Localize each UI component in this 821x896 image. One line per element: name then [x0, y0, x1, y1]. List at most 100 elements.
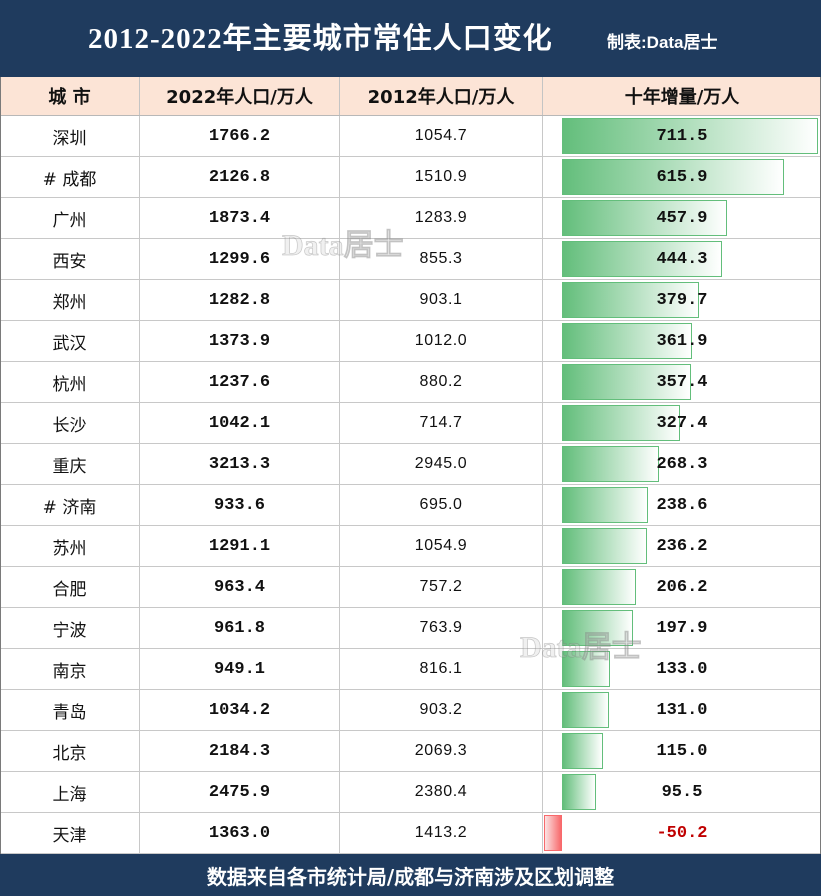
increase-value: 379.7 — [656, 290, 708, 310]
pop-2022-cell: 1363.0 — [140, 813, 340, 853]
increase-cell: 206.2 — [543, 567, 821, 607]
city-cell: 深圳 — [0, 116, 140, 156]
table-row: 青岛 1034.2 903.2 131.0 — [0, 690, 821, 731]
increase-bar — [562, 774, 597, 810]
city-cell: 杭州 — [0, 362, 140, 402]
increase-value: 357.4 — [656, 372, 708, 392]
table-row: 广州 1873.4 1283.9 457.9 — [0, 198, 821, 239]
city-cell: # 济南 — [0, 485, 140, 525]
increase-cell: 711.5 — [543, 116, 821, 156]
increase-bar — [562, 118, 818, 154]
pop-2012-cell: 2069.3 — [340, 731, 543, 771]
city-cell: 宁波 — [0, 608, 140, 648]
increase-bar — [562, 282, 699, 318]
increase-value: 115.0 — [656, 741, 708, 761]
increase-value: 361.9 — [656, 331, 708, 351]
table-row: 郑州 1282.8 903.1 379.7 — [0, 280, 821, 321]
increase-cell: 379.7 — [543, 280, 821, 320]
pop-2012-cell: 695.0 — [340, 485, 543, 525]
pop-2012-cell: 1413.2 — [340, 813, 543, 853]
increase-cell: 238.6 — [543, 485, 821, 525]
city-cell: # 成都 — [0, 157, 140, 197]
city-cell: 西安 — [0, 239, 140, 279]
pop-2012-cell: 1054.9 — [340, 526, 543, 566]
pop-2012-cell: 816.1 — [340, 649, 543, 689]
increase-bar — [562, 528, 647, 564]
table-row: 重庆 3213.3 2945.0 268.3 — [0, 444, 821, 485]
pop-2022-cell: 1873.4 — [140, 198, 340, 238]
increase-value: 206.2 — [656, 577, 708, 597]
title-bar: 2012-2022年主要城市常住人口变化 制表:Data居士 — [0, 0, 821, 77]
city-cell: 南京 — [0, 649, 140, 689]
city-cell: 郑州 — [0, 280, 140, 320]
increase-value: 444.3 — [656, 249, 708, 269]
pop-2022-cell: 1282.8 — [140, 280, 340, 320]
pop-2012-cell: 855.3 — [340, 239, 543, 279]
pop-2022-cell: 963.4 — [140, 567, 340, 607]
increase-bar — [562, 241, 722, 277]
pop-2012-cell: 903.1 — [340, 280, 543, 320]
pop-2012-cell: 1283.9 — [340, 198, 543, 238]
increase-cell: 615.9 — [543, 157, 821, 197]
city-cell: 天津 — [0, 813, 140, 853]
increase-value: 327.4 — [656, 413, 708, 433]
increase-bar — [562, 733, 604, 769]
city-cell: 上海 — [0, 772, 140, 812]
city-cell: 苏州 — [0, 526, 140, 566]
city-cell: 合肥 — [0, 567, 140, 607]
increase-cell: 357.4 — [543, 362, 821, 402]
increase-bar — [562, 200, 727, 236]
pop-2012-cell: 714.7 — [340, 403, 543, 443]
increase-cell: 236.2 — [543, 526, 821, 566]
pop-2012-cell: 1510.9 — [340, 157, 543, 197]
increase-bar — [544, 815, 563, 851]
increase-cell: 457.9 — [543, 198, 821, 238]
city-cell: 重庆 — [0, 444, 140, 484]
increase-cell: 444.3 — [543, 239, 821, 279]
footer-note: 数据来自各市统计局/成都与济南涉及区划调整 — [0, 854, 821, 896]
column-header-city: 城 市 — [0, 77, 140, 115]
increase-bar — [562, 610, 634, 646]
pop-2022-cell: 961.8 — [140, 608, 340, 648]
city-cell: 武汉 — [0, 321, 140, 361]
increase-bar — [562, 159, 784, 195]
city-cell: 广州 — [0, 198, 140, 238]
column-header-pop-2012: 2012年人口/万人 — [340, 77, 543, 115]
increase-bar — [562, 405, 680, 441]
credit-label: 制表:Data居士 — [607, 33, 718, 52]
increase-value: 95.5 — [661, 782, 703, 802]
pop-2012-cell: 880.2 — [340, 362, 543, 402]
table-row: 杭州 1237.6 880.2 357.4 — [0, 362, 821, 403]
increase-bar — [562, 364, 691, 400]
pop-2012-cell: 2945.0 — [340, 444, 543, 484]
city-cell: 长沙 — [0, 403, 140, 443]
increase-value: 197.9 — [656, 618, 708, 638]
increase-value: 615.9 — [656, 167, 708, 187]
increase-bar — [562, 446, 659, 482]
table-row: 武汉 1373.9 1012.0 361.9 — [0, 321, 821, 362]
increase-cell: 115.0 — [543, 731, 821, 771]
pop-2012-cell: 1012.0 — [340, 321, 543, 361]
city-cell: 青岛 — [0, 690, 140, 730]
pop-2012-cell: 757.2 — [340, 567, 543, 607]
table-row: # 成都 2126.8 1510.9 615.9 — [0, 157, 821, 198]
pop-2022-cell: 1373.9 — [140, 321, 340, 361]
increase-cell: 133.0 — [543, 649, 821, 689]
table-row: 西安 1299.6 855.3 444.3 — [0, 239, 821, 280]
pop-2022-cell: 2126.8 — [140, 157, 340, 197]
pop-2022-cell: 1766.2 — [140, 116, 340, 156]
pop-2022-cell: 2475.9 — [140, 772, 340, 812]
pop-2012-cell: 763.9 — [340, 608, 543, 648]
table-row: 南京 949.1 816.1 133.0 — [0, 649, 821, 690]
increase-value: -50.2 — [656, 823, 708, 843]
increase-value: 133.0 — [656, 659, 708, 679]
increase-value: 711.5 — [656, 126, 708, 146]
column-header-increase: 十年增量/万人 — [624, 87, 740, 108]
table-row: 长沙 1042.1 714.7 327.4 — [0, 403, 821, 444]
column-header-row: 城 市 2022年人口/万人 2012年人口/万人 十年增量/万人 — [0, 77, 821, 116]
table-row: 天津 1363.0 1413.2 -50.2 — [0, 813, 821, 854]
increase-cell: 361.9 — [543, 321, 821, 361]
pop-2022-cell: 949.1 — [140, 649, 340, 689]
increase-bar — [562, 651, 610, 687]
